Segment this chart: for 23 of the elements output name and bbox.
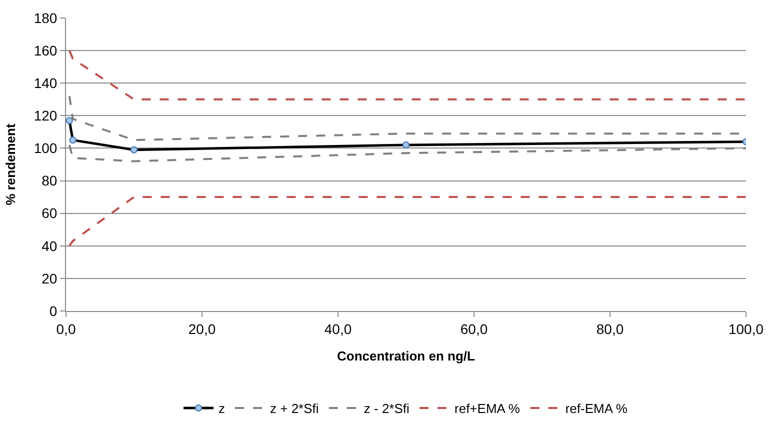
x-tick-label: 20,0	[188, 320, 216, 337]
y-tick-label: 160	[34, 42, 58, 58]
legend-label: z - 2*Sfi	[364, 401, 410, 416]
x-tick-label: 0,0	[56, 320, 76, 337]
y-tick-label: 20	[42, 270, 58, 286]
x-tick-label: 80,0	[596, 320, 624, 337]
x-tick-label: 100,0	[728, 320, 764, 337]
y-tick-label: 60	[42, 205, 58, 222]
x-axis-title: Concentration en ng/L	[337, 348, 476, 364]
y-tick-label: 0	[49, 302, 58, 319]
legend-label: z + 2*Sfi	[270, 401, 319, 416]
y-tick-label: 40	[42, 238, 58, 254]
y-axis-title: % rendement	[2, 123, 18, 206]
y-tick-label: 180	[34, 10, 58, 26]
y-tick-label: 100	[34, 140, 58, 156]
x-tick-label: 60,0	[460, 320, 488, 337]
legend-label: z	[218, 401, 225, 416]
legend-label: ref+EMA %	[454, 401, 520, 416]
x-tick-label: 40,0	[324, 320, 352, 337]
y-tick-label: 80	[42, 172, 58, 189]
legend-label: ref-EMA %	[565, 401, 628, 416]
y-tick-label: 120	[34, 108, 58, 124]
y-tick-label: 140	[34, 75, 58, 92]
